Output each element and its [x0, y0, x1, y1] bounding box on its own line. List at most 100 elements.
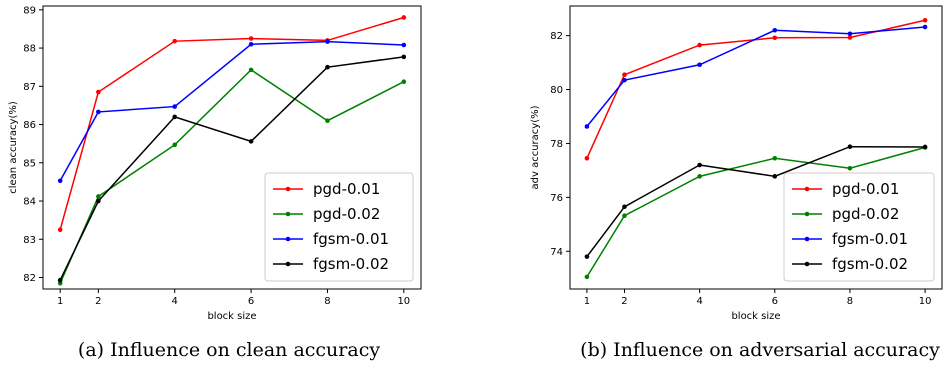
x-tick-label: 6	[248, 296, 254, 307]
chart-clean-accuracy: 1 2 4 6 8 10 82 83 84 85 86 87 88 89 block size clean a…	[8, 5, 422, 322]
series-line-pgd-0.01	[586, 19, 926, 159]
plot-area-frame	[42, 5, 422, 290]
y-axis-label: adv accuracy(%)	[530, 105, 541, 189]
data-point-pgd-0.01	[96, 89, 101, 95]
data-point-fgsm-0.02	[847, 144, 853, 149]
legend-marker-fgsm-0.02	[804, 261, 810, 267]
legend: pgd-0.01 pgd-0.02 fgsm-0.01 fgsm-0.02	[783, 172, 935, 282]
x-axis-label: block size	[207, 311, 256, 322]
legend-marker-pgd-0.02	[285, 211, 291, 217]
data-point-fgsm-0.01	[96, 109, 101, 115]
data-point-fgsm-0.02	[248, 139, 254, 144]
data-point-pgd-0.02	[697, 174, 702, 179]
data-point-fgsm-0.02	[772, 174, 778, 179]
series-line-fgsm-0.01	[59, 40, 404, 182]
data-point-pgd-0.02	[172, 142, 178, 148]
data-point-fgsm-0.01	[697, 62, 702, 68]
data-point-pgd-0.01	[922, 17, 928, 23]
data-point-fgsm-0.01	[772, 27, 778, 33]
x-tick-label: 2	[95, 296, 101, 307]
legend-label: fgsm-0.01	[313, 230, 389, 248]
data-point-fgsm-0.02	[584, 254, 590, 259]
y-tick-label: 84	[23, 197, 36, 208]
x-axis-label: block size	[731, 311, 780, 322]
data-point-pgd-0.01	[401, 15, 407, 20]
data-point-fgsm-0.01	[325, 39, 330, 44]
series-line-fgsm-0.01	[586, 26, 926, 127]
y-tick-label: 89	[23, 5, 36, 16]
legend-marker-fgsm-0.01	[285, 236, 291, 242]
data-point-fgsm-0.01	[172, 104, 178, 109]
series-line-fgsm-0.02	[59, 56, 404, 281]
data-point-fgsm-0.02	[622, 204, 627, 210]
data-point-pgd-0.02	[325, 118, 330, 124]
legend-label: fgsm-0.02	[313, 255, 389, 273]
data-point-fgsm-0.01	[922, 24, 928, 30]
data-point-pgd-0.01	[847, 35, 853, 40]
x-tick-label: 6	[772, 296, 778, 307]
data-point-fgsm-0.02	[96, 198, 101, 204]
chart-adv-accuracy: 1 2 4 6 8 10 74 76 78 80 82 block size adv accuracy(…	[530, 5, 943, 322]
legend-label: pgd-0.01	[313, 180, 380, 198]
data-point-pgd-0.02	[401, 79, 407, 85]
y-tick-label: 85	[23, 158, 36, 169]
data-point-pgd-0.02	[772, 155, 778, 161]
figure-caption: (a) Influence on clean accuracy	[78, 339, 380, 361]
x-tick-label: 10	[397, 296, 410, 307]
legend-label: pgd-0.02	[832, 205, 899, 223]
data-point-fgsm-0.01	[248, 41, 254, 47]
figure-caption: (b) Influence on adversarial accuracy	[580, 339, 940, 361]
y-axis-label: clean accuracy(%)	[8, 101, 19, 194]
y-tick-label: 76	[550, 193, 563, 204]
data-point-pgd-0.01	[172, 38, 178, 44]
legend-marker-pgd-0.01	[285, 186, 291, 192]
data-point-pgd-0.02	[584, 274, 590, 280]
data-point-pgd-0.02	[96, 194, 101, 199]
x-tick-label: 4	[172, 296, 178, 307]
x-tick-label: 8	[324, 296, 330, 307]
x-tick-label: 8	[847, 296, 853, 307]
y-tick-label: 82	[23, 273, 36, 284]
data-point-pgd-0.01	[57, 227, 63, 233]
data-point-fgsm-0.01	[622, 77, 627, 83]
x-tick-label: 10	[919, 296, 932, 307]
x-tick-label: 2	[621, 296, 627, 307]
data-point-fgsm-0.02	[922, 144, 928, 150]
legend-marker-fgsm-0.01	[804, 236, 810, 242]
series-line-pgd-0.02	[586, 146, 926, 278]
series-line-pgd-0.02	[59, 68, 405, 284]
data-point-pgd-0.01	[697, 42, 702, 48]
y-tick-label: 74	[550, 247, 563, 258]
data-point-fgsm-0.02	[401, 54, 407, 60]
data-point-pgd-0.01	[622, 72, 627, 78]
legend-marker-pgd-0.01	[804, 186, 810, 192]
legend-marker-pgd-0.02	[804, 211, 810, 217]
y-tick-label: 83	[23, 235, 36, 246]
data-point-fgsm-0.01	[401, 42, 407, 48]
data-point-fgsm-0.02	[57, 277, 63, 283]
data-point-pgd-0.01	[248, 36, 254, 41]
plot-area-frame	[569, 5, 943, 290]
data-point-fgsm-0.01	[57, 178, 63, 184]
x-tick-label: 4	[696, 296, 702, 307]
y-tick-label: 87	[23, 82, 36, 93]
y-tick-label: 82	[550, 31, 563, 42]
legend-label: pgd-0.01	[832, 180, 899, 198]
series-line-pgd-0.01	[59, 16, 405, 230]
series-line-fgsm-0.02	[586, 145, 926, 258]
y-tick-label: 86	[23, 120, 36, 131]
data-point-fgsm-0.02	[325, 64, 330, 70]
data-point-fgsm-0.01	[847, 31, 853, 37]
y-tick-label: 78	[550, 139, 563, 150]
data-point-pgd-0.02	[622, 213, 627, 218]
data-point-fgsm-0.02	[172, 114, 178, 120]
y-tick-label: 80	[550, 85, 563, 96]
legend-label: fgsm-0.02	[832, 255, 908, 273]
legend-label: pgd-0.02	[313, 205, 380, 223]
data-point-pgd-0.02	[248, 67, 254, 73]
legend-box	[264, 172, 414, 282]
data-point-pgd-0.01	[584, 155, 590, 161]
x-tick-label: 1	[584, 296, 590, 307]
y-tick-label: 88	[23, 44, 36, 55]
legend-marker-fgsm-0.02	[285, 261, 291, 267]
